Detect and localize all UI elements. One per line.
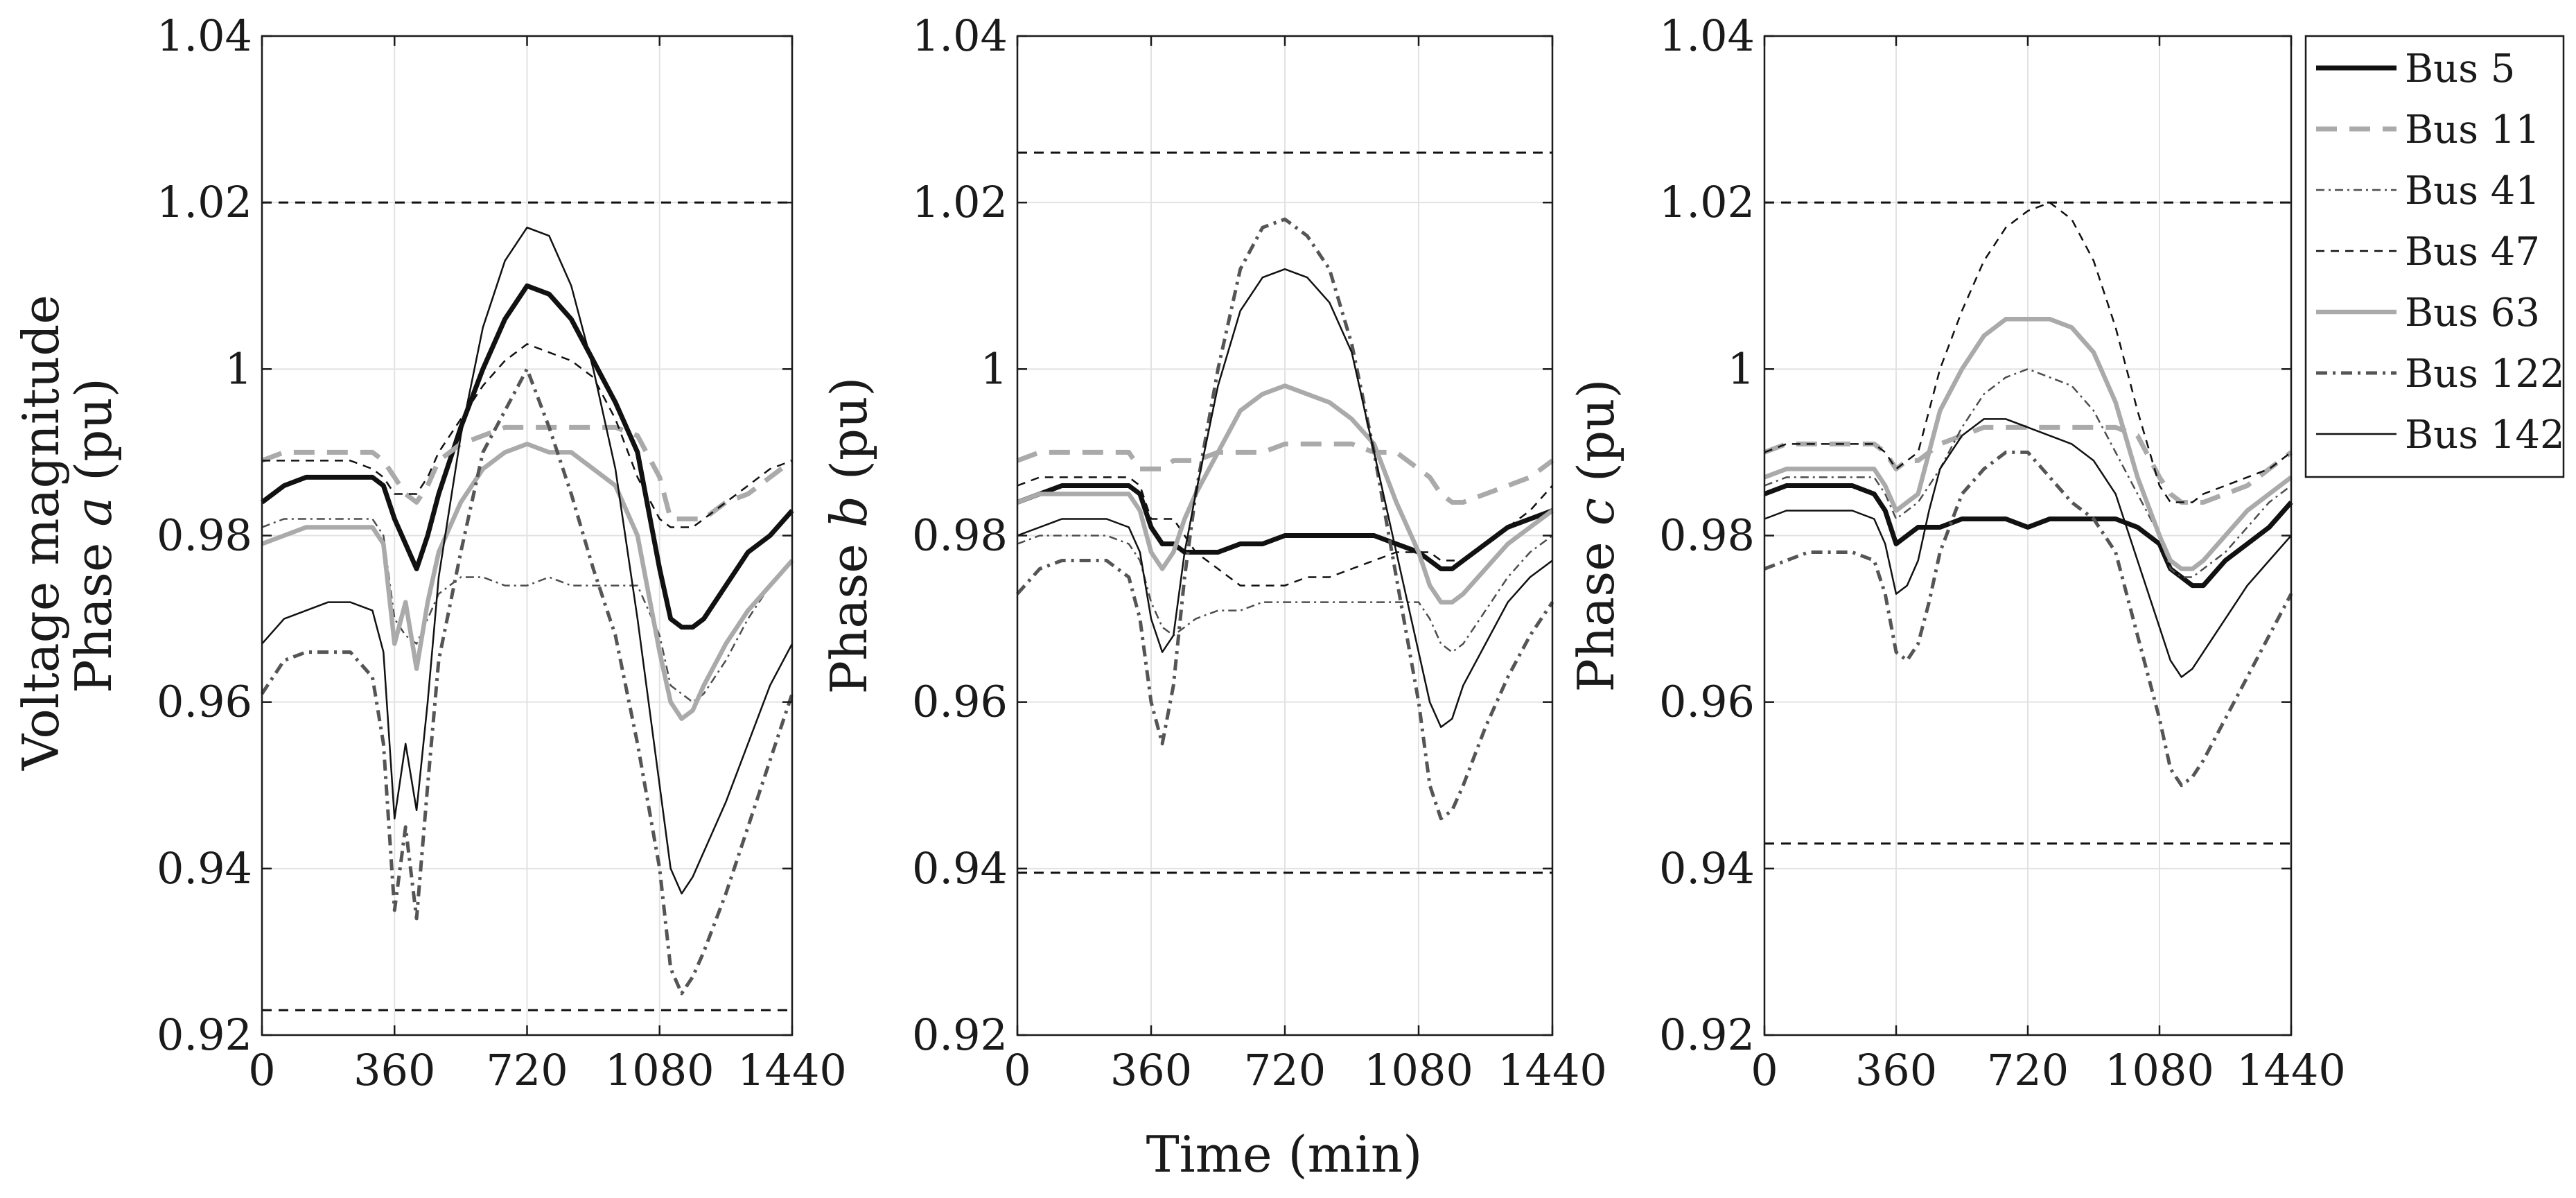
chart-panel-a: 0 360 720 1080 1440 0.92 0.94 0.96 0.98 1 1.02 1.04… [64, 10, 847, 1095]
series-line-bus-47 [1017, 476, 1553, 587]
y-tick-label: 1.02 [157, 177, 252, 227]
x-tick-label: 0 [248, 1045, 275, 1095]
panels: 0 360 720 1080 1440 0.92 0.94 0.96 0.98 1 1.02 1.04… [64, 10, 2346, 1095]
y-tick-label: 0.92 [157, 1009, 252, 1060]
series-line-bus-5 [1016, 483, 1554, 571]
y-tick-label: 1.02 [912, 177, 1008, 227]
x-tick-label: 0 [1004, 1045, 1031, 1095]
x-tick-label: 360 [353, 1045, 435, 1095]
legend-label-bus-122: Bus 122 [2405, 351, 2565, 397]
y-tick-label: 0.98 [912, 510, 1008, 561]
x-tick-label: 720 [486, 1045, 568, 1095]
legend-label-bus-41: Bus 41 [2405, 168, 2540, 214]
y-tick-label: 0.96 [157, 677, 252, 727]
y-axis-label: Phase b (pu) [820, 377, 878, 695]
y-tick-label: 0.98 [1659, 510, 1755, 561]
x-tick-label: 1080 [2105, 1045, 2214, 1095]
series-line-bus-47 [262, 343, 793, 528]
series-line-bus-142 [1764, 418, 2292, 678]
series-line-bus-142 [261, 226, 794, 895]
figure-ylabel-main: Voltage magnitude [12, 295, 70, 771]
y-tick-label: 1.04 [912, 10, 1008, 61]
y-tick-label: 0.92 [912, 1009, 1008, 1060]
legend-label-bus-11: Bus 11 [2405, 107, 2540, 153]
y-tick-label: 1 [981, 343, 1008, 394]
series-line-bus-41 [1764, 368, 2292, 578]
y-tick-label: 0.94 [157, 843, 252, 894]
x-tick-label: 1440 [2236, 1045, 2346, 1095]
y-tick-label: 1 [225, 343, 252, 394]
series-line-bus-122 [1764, 450, 2293, 788]
y-tick-label: 1.02 [1659, 177, 1755, 227]
series-line-bus-63 [261, 442, 794, 721]
y-tick-label: 0.92 [1659, 1009, 1755, 1060]
series-line-bus-63 [1763, 317, 2293, 571]
y-tick-label: 0.94 [1659, 843, 1755, 894]
x-tick-label: 360 [1855, 1045, 1937, 1095]
y-axis-label: Phase a (pu) [64, 378, 123, 693]
x-tick-label: 1080 [1364, 1045, 1473, 1095]
legend-box [2304, 35, 2565, 478]
x-tick-label: 720 [1987, 1045, 2069, 1095]
series-line-bus-5 [1763, 483, 2293, 589]
y-tick-label: 1.04 [157, 10, 252, 61]
x-tick-label: 0 [1751, 1045, 1778, 1095]
figure-xlabel: Time (min) [1146, 1125, 1423, 1183]
legend-label-bus-63: Bus 63 [2405, 290, 2540, 336]
series-line-bus-122 [1016, 217, 1554, 821]
series-line-bus-11 [261, 424, 794, 521]
y-tick-label: 0.96 [1659, 677, 1755, 727]
x-tick-label: 1440 [1498, 1045, 1607, 1095]
series-line-bus-142 [1017, 268, 1553, 728]
y-tick-label: 1 [1728, 343, 1755, 394]
legend: Bus 5 Bus 11 Bus 41 Bus 47 Bus 63 Bus 122 Bus … [2304, 35, 2565, 478]
x-tick-label: 1080 [605, 1045, 715, 1095]
series-line-bus-122 [260, 367, 794, 996]
x-tick-label: 720 [1244, 1045, 1326, 1095]
series-line-bus-47 [1764, 201, 2292, 503]
chart-panel-c: 0 360 720 1080 1440 0.92 0.94 0.96 0.98 1 1.02 1.04… [1567, 10, 2346, 1095]
x-tick-label: 1440 [737, 1045, 847, 1095]
x-tick-label: 360 [1110, 1045, 1192, 1095]
y-tick-label: 0.94 [912, 843, 1008, 894]
series-line-bus-11 [1016, 441, 1554, 505]
y-tick-label: 0.98 [157, 510, 252, 561]
y-axis-label: Phase c (pu) [1567, 379, 1625, 692]
legend-label-bus-142: Bus 142 [2405, 413, 2565, 458]
chart-panel-b: 0 360 720 1080 1440 0.92 0.94 0.96 0.98 1 1.02 1.04… [820, 10, 1607, 1095]
series-line-bus-63 [1016, 383, 1554, 605]
legend-label-bus-5: Bus 5 [2405, 46, 2515, 92]
legend-label-bus-47: Bus 47 [2405, 229, 2540, 275]
y-tick-label: 1.04 [1659, 10, 1755, 61]
y-tick-label: 0.96 [912, 677, 1008, 727]
series-line-bus-5 [260, 283, 794, 630]
